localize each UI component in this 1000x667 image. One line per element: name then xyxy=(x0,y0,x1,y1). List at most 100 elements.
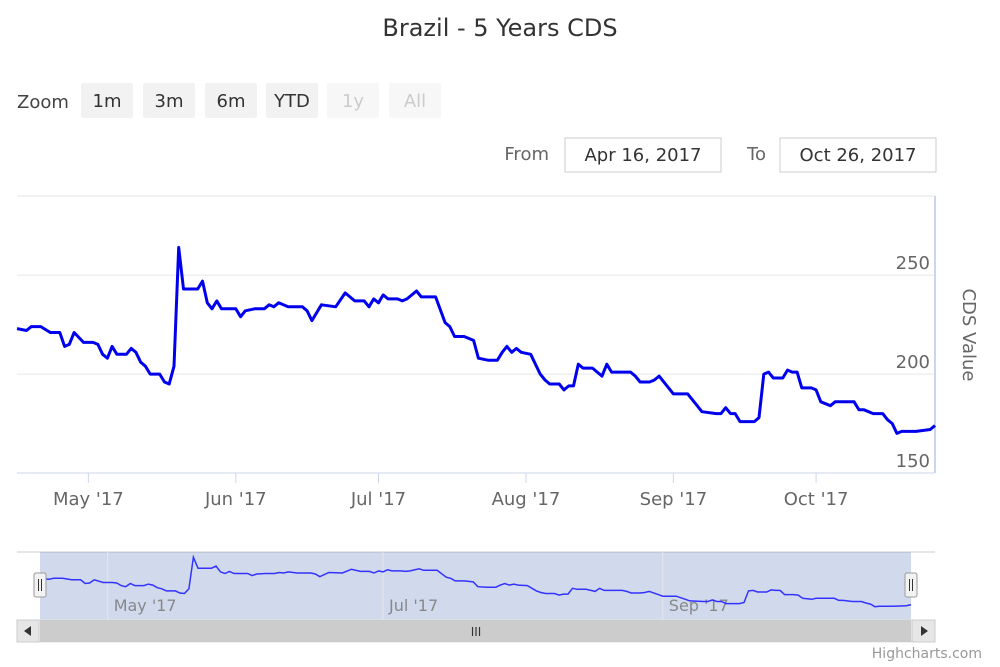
navigator-tick-label: Jul '17 xyxy=(388,596,438,615)
data-point xyxy=(320,303,323,306)
data-point xyxy=(548,382,551,385)
data-point xyxy=(244,309,247,312)
scrollbar[interactable]: III xyxy=(16,619,936,643)
y-tick-label: 150 xyxy=(896,451,930,472)
data-point xyxy=(934,424,937,427)
data-point xyxy=(253,307,256,310)
data-point xyxy=(605,363,608,366)
data-point xyxy=(562,388,565,391)
data-point xyxy=(434,295,437,298)
data-point xyxy=(767,371,770,374)
data-point xyxy=(577,363,580,366)
data-point xyxy=(177,246,180,249)
data-point xyxy=(510,351,513,354)
data-point xyxy=(886,418,889,421)
x-tick-label: Aug '17 xyxy=(492,489,561,510)
data-point xyxy=(738,420,741,423)
navigator-left-handle[interactable] xyxy=(33,572,47,598)
data-point xyxy=(272,305,275,308)
data-point xyxy=(791,371,794,374)
data-point xyxy=(168,382,171,385)
data-point xyxy=(377,301,380,304)
data-point xyxy=(501,351,504,354)
data-point xyxy=(25,329,28,332)
zoom-button-label: 1y xyxy=(342,91,364,112)
data-point xyxy=(895,432,898,435)
data-point xyxy=(758,416,761,419)
navigator-selected-range[interactable] xyxy=(40,552,911,620)
zoom-button-6m[interactable]: 6m xyxy=(205,83,257,118)
data-point xyxy=(505,345,508,348)
data-point xyxy=(734,412,737,415)
data-point xyxy=(486,359,489,362)
data-point xyxy=(420,295,423,298)
data-point xyxy=(634,375,637,378)
data-point xyxy=(786,369,789,372)
navigator-right-handle[interactable] xyxy=(904,572,918,598)
data-point xyxy=(639,380,642,383)
data-point xyxy=(777,377,780,380)
navigator-series xyxy=(39,554,912,608)
data-point xyxy=(520,351,523,354)
to-date-input[interactable]: Oct 26, 2017 xyxy=(779,137,937,173)
y-tick-label: 250 xyxy=(896,253,930,274)
navigator[interactable]: May '17 Jul '17 Sep '17 xyxy=(17,551,935,620)
data-point xyxy=(796,371,799,374)
zoom-button-1m[interactable]: 1m xyxy=(81,83,133,118)
data-point xyxy=(729,412,732,415)
grid-lines xyxy=(17,195,935,474)
data-point xyxy=(144,365,147,368)
data-point xyxy=(872,412,875,415)
data-point xyxy=(172,365,175,368)
x-tick-label: May '17 xyxy=(53,489,124,510)
chart-title: Brazil - 5 Years CDS xyxy=(382,14,617,42)
data-point xyxy=(58,331,61,334)
data-point xyxy=(344,291,347,294)
data-point xyxy=(130,347,133,350)
data-point xyxy=(444,321,447,324)
data-point xyxy=(201,280,204,283)
data-point xyxy=(134,351,137,354)
zoom-button-all[interactable]: All xyxy=(389,83,441,118)
data-point xyxy=(496,359,499,362)
data-point xyxy=(591,367,594,370)
data-point xyxy=(724,406,727,409)
zoom-button-label: All xyxy=(404,91,426,112)
data-point xyxy=(149,373,152,376)
data-point xyxy=(353,299,356,302)
scrollbar-thumb[interactable] xyxy=(40,620,911,642)
data-point xyxy=(268,303,271,306)
zoom-button-3m[interactable]: 3m xyxy=(143,83,195,118)
data-point xyxy=(719,412,722,415)
data-point xyxy=(30,325,33,328)
data-point xyxy=(648,380,651,383)
data-point xyxy=(287,305,290,308)
navigator-tick-label: May '17 xyxy=(114,596,177,615)
data-point xyxy=(653,379,656,382)
from-date-input[interactable]: Apr 16, 2017 xyxy=(564,137,722,173)
data-point xyxy=(601,375,604,378)
data-point xyxy=(567,384,570,387)
y-axis-title: CDS Value xyxy=(958,288,979,381)
data-point xyxy=(310,319,313,322)
data-point xyxy=(620,371,623,374)
from-date-value: Apr 16, 2017 xyxy=(584,145,701,166)
data-point xyxy=(815,388,818,391)
data-point xyxy=(363,299,366,302)
data-point xyxy=(220,307,223,310)
zoom-button-ytd[interactable]: YTD xyxy=(266,83,318,118)
data-point xyxy=(753,420,756,423)
data-point xyxy=(239,315,242,318)
data-point xyxy=(125,353,128,356)
data-point xyxy=(196,287,199,290)
zoom-label: Zoom xyxy=(17,92,69,113)
data-point xyxy=(415,289,418,292)
data-point xyxy=(334,305,337,308)
data-point xyxy=(111,345,114,348)
data-point xyxy=(277,301,280,304)
data-point xyxy=(68,343,71,346)
data-point xyxy=(477,357,480,360)
credits-link[interactable]: Highcharts.com xyxy=(872,646,982,662)
data-point xyxy=(401,299,404,302)
zoom-button-1y[interactable]: 1y xyxy=(327,83,379,118)
